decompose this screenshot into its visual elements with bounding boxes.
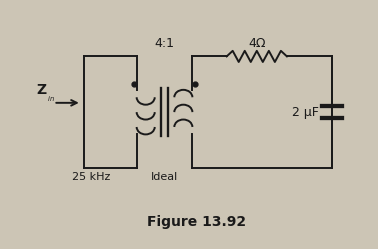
Text: Ideal: Ideal xyxy=(151,173,178,183)
Text: 25 kHz: 25 kHz xyxy=(72,173,110,183)
Text: 4Ω: 4Ω xyxy=(248,37,265,50)
Text: $\mathbf{Z}$: $\mathbf{Z}$ xyxy=(36,83,48,97)
Text: 2 μF: 2 μF xyxy=(291,106,318,119)
Text: $_{in}$: $_{in}$ xyxy=(46,94,54,104)
Text: 4:1: 4:1 xyxy=(155,37,175,50)
Text: Figure 13.92: Figure 13.92 xyxy=(147,215,246,229)
